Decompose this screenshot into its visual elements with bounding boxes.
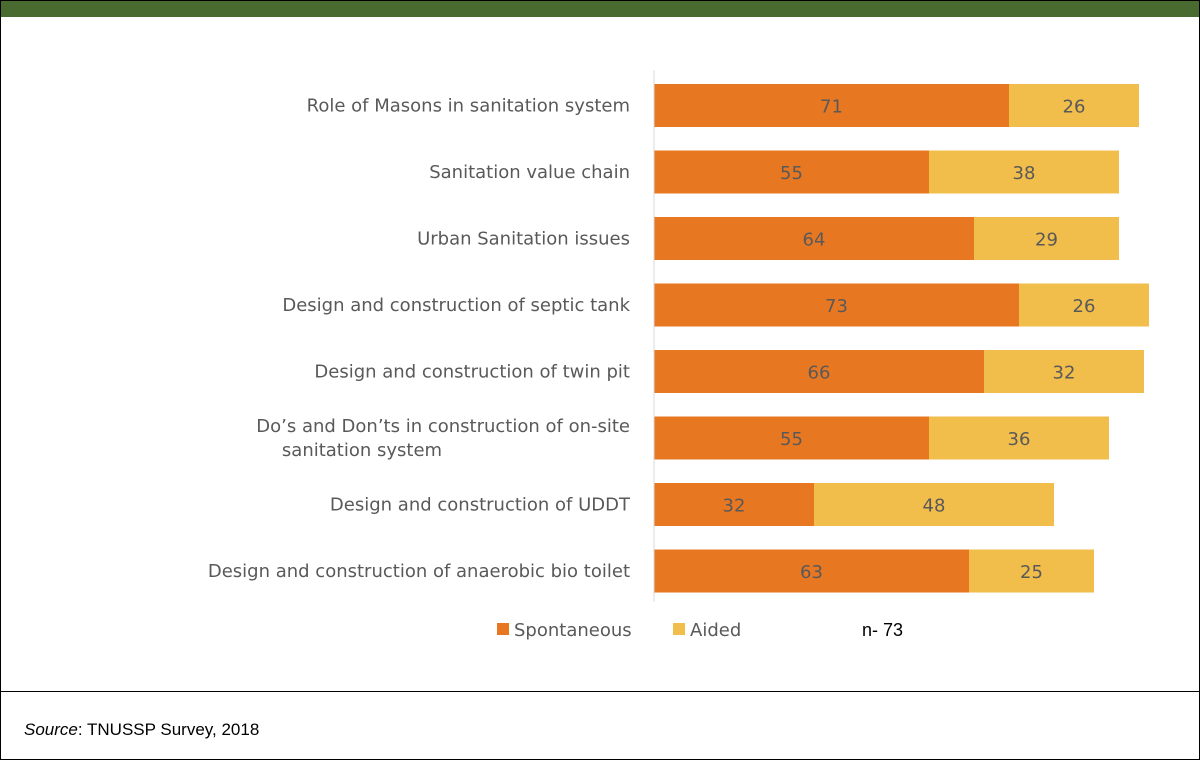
bar-aided — [929, 416, 1109, 460]
category-label: Urban Sanitation issues — [417, 229, 630, 250]
bars: 71 26 55 38 64 29 73 26 66 32 55 36 32 48 63 25 — [654, 84, 1149, 593]
bar-aided — [1009, 84, 1139, 127]
header-band — [1, 1, 1199, 17]
data-label: 26 — [1063, 97, 1086, 118]
category-label: Design and construction of twin pit — [314, 362, 630, 383]
legend-label: Aided — [690, 620, 741, 641]
bar-aided — [929, 150, 1119, 194]
category-label: Role of Masons in sanitation system — [307, 96, 630, 117]
data-label: 29 — [1035, 230, 1058, 251]
category-label: Design and construction of anaerobic bio… — [208, 561, 630, 582]
source-text: : TNUSSP Survey, 2018 — [77, 720, 260, 739]
category-labels: Role of Masons in sanitation system Sanit… — [208, 96, 631, 583]
sample-size-note: n- 73 — [862, 620, 904, 640]
data-label: 32 — [723, 496, 746, 517]
data-label: 63 — [800, 562, 823, 583]
source-note: Source: TNUSSP Survey, 2018 — [24, 720, 259, 740]
bar-aided — [814, 483, 1054, 526]
data-label: 48 — [923, 496, 946, 517]
source-divider — [1, 691, 1199, 692]
category-label: Sanitation value chain — [429, 162, 630, 183]
data-label: 73 — [825, 296, 848, 317]
category-label: Design and construction of septic tank — [282, 295, 630, 316]
bar-spontaneous — [654, 416, 929, 460]
bar-spontaneous — [654, 483, 814, 526]
legend-swatch — [673, 623, 685, 635]
data-label: 36 — [1008, 429, 1031, 450]
bar-aided — [969, 549, 1094, 593]
data-label: 26 — [1073, 296, 1096, 317]
bar-spontaneous — [654, 283, 1019, 327]
data-label: 32 — [1053, 363, 1076, 384]
bar-spontaneous — [654, 84, 1009, 127]
category-label: Do’s and Don’ts in construction of on-si… — [256, 416, 630, 461]
data-label: 25 — [1020, 562, 1043, 583]
bar-spontaneous — [654, 217, 974, 260]
data-label: 64 — [803, 230, 826, 251]
legend-label: Spontaneous — [514, 620, 632, 641]
data-label: 55 — [780, 429, 803, 450]
bar-spontaneous — [654, 549, 969, 593]
legend: Spontaneous Aided — [497, 620, 741, 641]
category-label: Design and construction of UDDT — [330, 495, 631, 516]
data-label: 71 — [820, 97, 843, 118]
data-label: 38 — [1013, 163, 1036, 184]
legend-swatch — [497, 623, 509, 635]
stacked-bar-chart: Role of Masons in sanitation system Sanit… — [208, 70, 1149, 641]
data-label: 66 — [808, 363, 831, 384]
data-label: 55 — [780, 163, 803, 184]
source-label: Source — [24, 720, 78, 739]
bar-spontaneous — [654, 150, 929, 194]
bar-aided — [974, 217, 1119, 260]
bar-aided — [1019, 283, 1149, 327]
bar-spontaneous — [654, 350, 984, 393]
bar-aided — [984, 350, 1144, 393]
